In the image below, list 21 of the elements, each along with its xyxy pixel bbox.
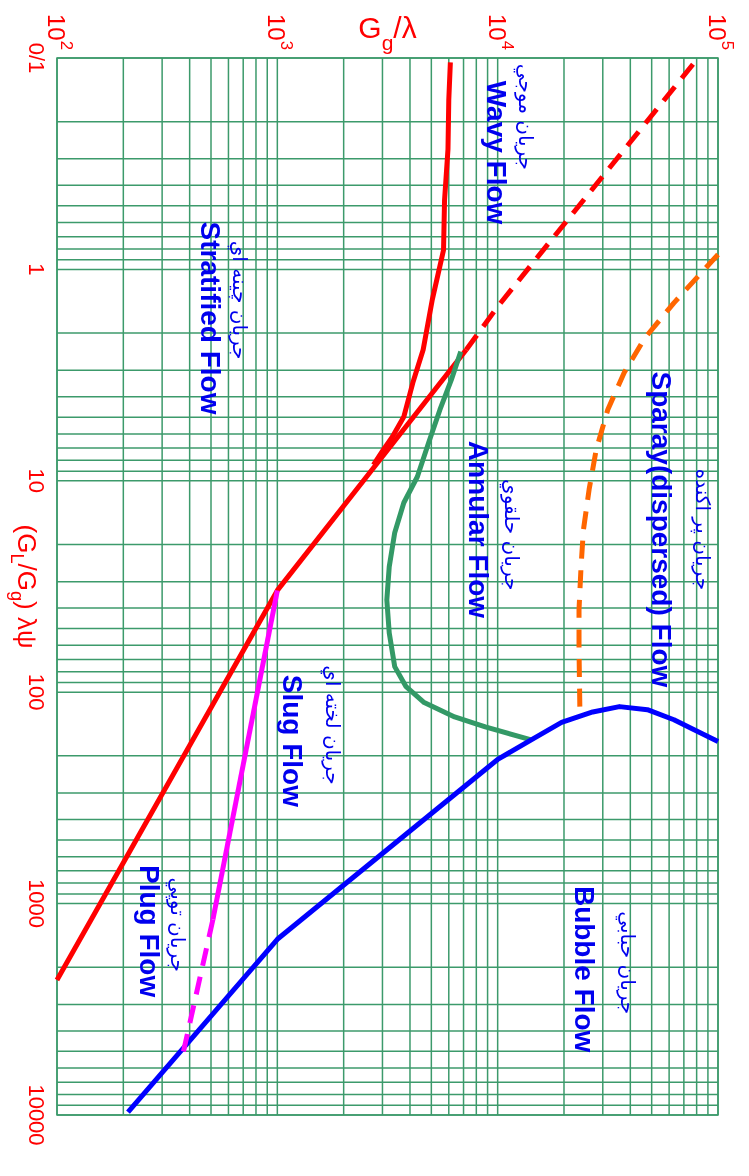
annotation: Stratified Flow xyxy=(195,221,227,415)
annotation: جريان لخته اي xyxy=(320,665,346,785)
annotation: جريان پر اكنده xyxy=(690,468,716,590)
annotation: جريان توپي xyxy=(164,877,190,972)
annotation: جريان چينه اي xyxy=(227,240,253,360)
annotation: جريان حبابي xyxy=(615,911,641,1015)
annotation: Annular Flow xyxy=(463,440,495,619)
annotation: Plug Flow xyxy=(134,864,166,998)
annotation: جريان موجي xyxy=(513,63,539,170)
x-axis-title: G$_{g}$/λ xyxy=(358,11,417,54)
y-tick-label: 1000 xyxy=(24,879,50,929)
y-tick-label: 10000 xyxy=(24,1084,50,1146)
y-tick-label: 100 xyxy=(24,673,50,711)
y-tick-label: 10 xyxy=(24,468,50,494)
y-tick-label: 0/1 xyxy=(24,42,50,74)
annotation: جريان حلقوي xyxy=(498,479,524,591)
annotation: Slug Flow xyxy=(277,674,309,808)
annotation: Bubble Flow xyxy=(569,885,601,1053)
annotation: Wavy Flow xyxy=(481,80,513,225)
annotation: Sparay(dispersed) Flow xyxy=(646,371,678,688)
y-tick-label: 1 xyxy=(24,263,50,276)
